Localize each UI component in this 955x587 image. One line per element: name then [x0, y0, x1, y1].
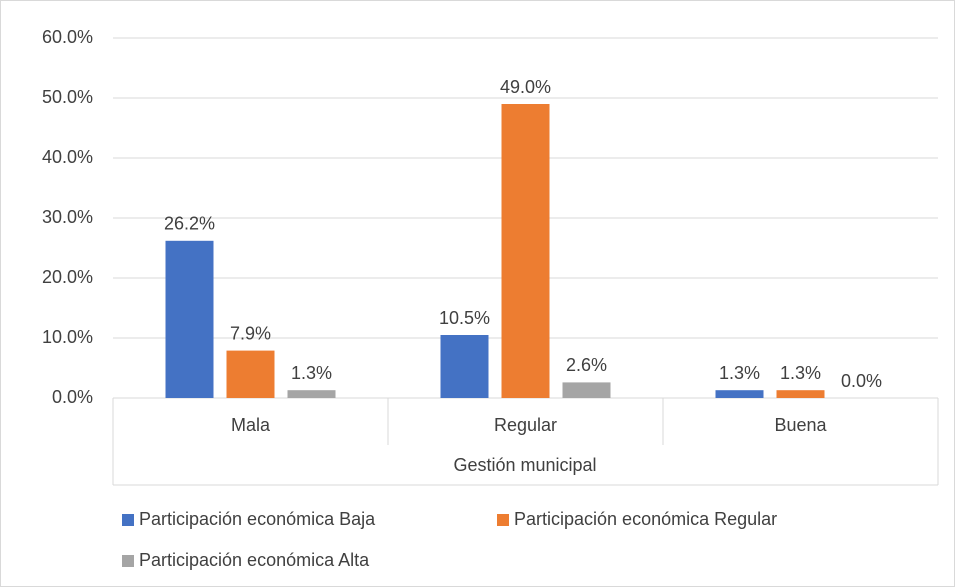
data-label: 10.5% — [439, 308, 490, 328]
data-label: 1.3% — [780, 363, 821, 383]
bar — [776, 390, 825, 398]
x-tick-label: Mala — [231, 415, 271, 435]
bar — [287, 390, 336, 398]
legend-swatch — [122, 514, 134, 526]
bar — [165, 240, 214, 398]
y-tick-label: 40.0% — [42, 147, 93, 167]
bar — [226, 350, 275, 398]
data-label: 1.3% — [291, 363, 332, 383]
legend-label: Participación económica Baja — [139, 509, 376, 529]
y-tick-label: 0.0% — [52, 387, 93, 407]
bar — [562, 382, 611, 398]
data-label: 49.0% — [500, 77, 551, 97]
legend-label: Participación económica Regular — [514, 509, 777, 529]
bar — [440, 335, 489, 398]
bar — [501, 104, 550, 398]
legend-swatch — [122, 555, 134, 567]
bar — [715, 390, 764, 398]
x-tick-label: Buena — [774, 415, 827, 435]
legend-label: Participación económica Alta — [139, 550, 370, 570]
data-label: 7.9% — [230, 323, 271, 343]
data-label: 26.2% — [164, 214, 215, 234]
y-tick-label: 10.0% — [42, 327, 93, 347]
y-tick-label: 30.0% — [42, 207, 93, 227]
legend-swatch — [497, 514, 509, 526]
data-label: 0.0% — [841, 371, 882, 391]
y-tick-label: 20.0% — [42, 267, 93, 287]
x-tick-label: Regular — [494, 415, 557, 435]
data-label: 1.3% — [719, 363, 760, 383]
x-axis-title: Gestión municipal — [453, 455, 596, 475]
data-label: 2.6% — [566, 355, 607, 375]
y-tick-label: 50.0% — [42, 87, 93, 107]
y-tick-label: 60.0% — [42, 27, 93, 47]
